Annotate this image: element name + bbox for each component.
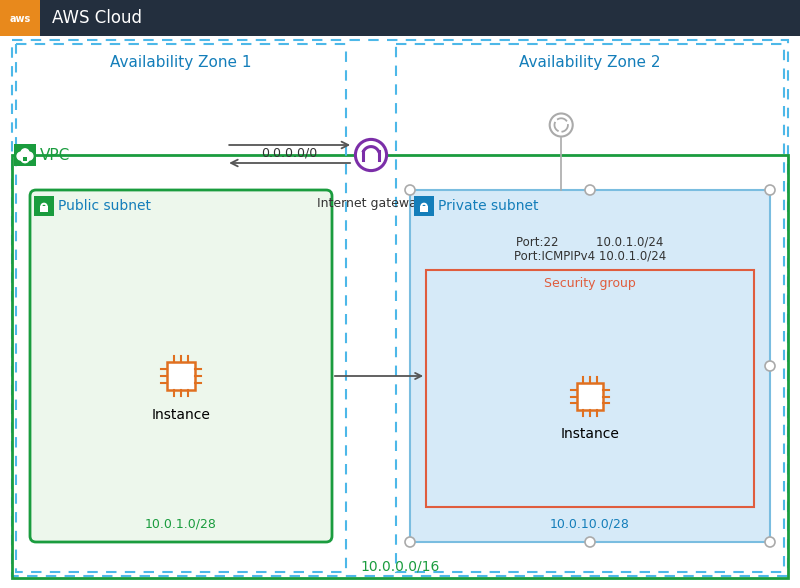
Text: 10.0.0.0/16: 10.0.0.0/16: [360, 559, 440, 573]
Circle shape: [21, 155, 29, 163]
Circle shape: [405, 185, 415, 195]
Text: Public subnet: Public subnet: [58, 199, 151, 213]
Text: aws: aws: [10, 14, 30, 24]
Text: Instance: Instance: [151, 408, 210, 422]
Text: 0.0.0.0/0: 0.0.0.0/0: [262, 146, 318, 159]
Text: Port:22          10.0.1.0/24: Port:22 10.0.1.0/24: [516, 236, 664, 249]
Text: 10.0.1.0/28: 10.0.1.0/28: [145, 517, 217, 530]
FancyBboxPatch shape: [414, 196, 434, 216]
FancyBboxPatch shape: [410, 190, 770, 542]
Circle shape: [405, 537, 415, 547]
Text: Private subnet: Private subnet: [438, 199, 538, 213]
Circle shape: [550, 113, 573, 136]
Circle shape: [21, 149, 29, 157]
FancyBboxPatch shape: [166, 362, 195, 390]
Circle shape: [765, 185, 775, 195]
Circle shape: [765, 361, 775, 371]
Text: Port:ICMPIPv4 10.0.1.0/24: Port:ICMPIPv4 10.0.1.0/24: [514, 249, 666, 262]
FancyBboxPatch shape: [420, 206, 428, 212]
FancyBboxPatch shape: [22, 156, 27, 161]
FancyBboxPatch shape: [0, 0, 40, 36]
Text: Availability Zone 1: Availability Zone 1: [110, 55, 252, 69]
Circle shape: [585, 185, 595, 195]
FancyBboxPatch shape: [577, 383, 603, 410]
Text: VPC: VPC: [40, 148, 70, 162]
Text: 10.0.10.0/28: 10.0.10.0/28: [550, 517, 630, 530]
Circle shape: [585, 537, 595, 547]
FancyBboxPatch shape: [30, 190, 332, 542]
Circle shape: [765, 537, 775, 547]
Text: Instance: Instance: [561, 426, 619, 440]
Text: Availability Zone 2: Availability Zone 2: [519, 55, 661, 69]
Circle shape: [25, 152, 33, 160]
FancyBboxPatch shape: [40, 206, 48, 212]
Text: AWS Cloud: AWS Cloud: [52, 9, 142, 27]
Text: Internet gateway: Internet gateway: [318, 197, 425, 210]
FancyBboxPatch shape: [14, 144, 36, 166]
FancyBboxPatch shape: [34, 196, 54, 216]
Text: Security group: Security group: [544, 278, 636, 290]
Circle shape: [355, 139, 386, 171]
FancyBboxPatch shape: [0, 0, 800, 36]
Circle shape: [17, 152, 25, 160]
